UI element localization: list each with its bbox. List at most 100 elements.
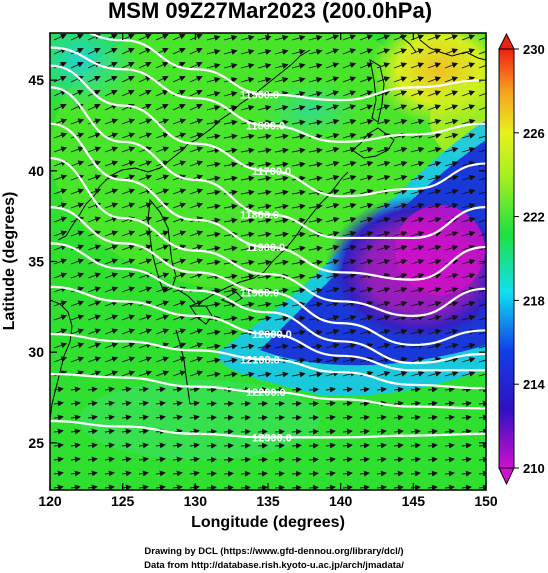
wind-vector <box>393 484 404 490</box>
wind-vector <box>53 314 68 321</box>
wind-vector <box>104 160 119 167</box>
wind-vector <box>461 244 476 251</box>
x-tick-label: 130 <box>184 493 208 509</box>
wind-vector <box>138 386 149 393</box>
wind-vector <box>53 75 67 83</box>
wind-vector <box>274 442 285 449</box>
wind-vector <box>104 300 119 307</box>
wind-vector <box>325 188 340 195</box>
wind-vector <box>291 161 306 168</box>
wind-vector <box>393 370 408 377</box>
wind-vector <box>70 146 85 153</box>
wind-vector <box>291 217 306 224</box>
wind-vector <box>342 160 357 167</box>
wind-vector <box>325 386 336 393</box>
wind-vector <box>444 90 459 97</box>
wind-vector <box>189 484 200 490</box>
wind-vector <box>189 244 204 251</box>
wind-vector <box>274 231 289 238</box>
wind-vector <box>189 47 203 55</box>
wind-vector <box>223 428 234 435</box>
wind-vector <box>138 89 152 97</box>
wind-vector <box>53 244 68 251</box>
wind-vector <box>291 287 306 294</box>
wind-vector <box>206 91 221 97</box>
wind-vector <box>410 90 425 97</box>
wind-vector <box>121 272 136 279</box>
wind-vector <box>70 132 85 139</box>
wind-vector <box>325 132 340 139</box>
wind-vector <box>274 133 289 140</box>
wind-vector <box>223 329 238 336</box>
wind-vector <box>376 34 391 41</box>
wind-vector <box>240 147 255 154</box>
wind-vector <box>376 48 391 55</box>
wind-vector <box>87 132 102 139</box>
wind-vector <box>359 484 370 490</box>
wind-vector <box>410 484 421 490</box>
colorbar-tick-label: 230 <box>523 42 545 57</box>
wind-vector <box>274 470 285 477</box>
wind-vector <box>410 258 425 265</box>
wind-vector <box>87 484 98 490</box>
wind-vector <box>478 230 486 237</box>
wind-vector <box>444 34 459 41</box>
wind-vector <box>461 62 476 69</box>
wind-vector <box>172 160 187 167</box>
wind-vector <box>359 202 374 209</box>
wind-vector <box>206 231 221 238</box>
wind-vector <box>325 118 340 125</box>
wind-vector <box>274 315 289 322</box>
wind-vector <box>393 300 408 307</box>
wind-vector <box>393 216 408 223</box>
wind-vector <box>240 414 251 421</box>
y-tick-label: 45 <box>28 72 44 88</box>
wind-vector <box>444 314 459 321</box>
wind-vector <box>53 400 64 407</box>
wind-vector <box>376 456 387 463</box>
wind-vector <box>325 300 340 307</box>
wind-vector <box>274 456 285 463</box>
wind-vector <box>87 300 102 307</box>
wind-vector <box>274 400 285 407</box>
wind-vector <box>291 203 306 210</box>
wind-vector <box>206 105 221 111</box>
wind-vector <box>325 104 340 111</box>
colorbar-tick-label: 218 <box>523 293 545 308</box>
wind-vector <box>87 146 102 153</box>
wind-vector <box>240 49 255 55</box>
wind-vector <box>444 202 459 209</box>
wind-vector <box>291 442 302 449</box>
wind-vector <box>70 470 81 477</box>
wind-vector <box>257 217 272 224</box>
wind-vector <box>138 286 153 293</box>
wind-vector <box>121 470 132 477</box>
wind-vector <box>138 470 149 477</box>
wind-vector <box>70 33 84 41</box>
wind-vector <box>121 484 132 490</box>
wind-vector <box>427 400 438 407</box>
y-tick-label: 30 <box>28 344 44 360</box>
wind-vector <box>206 357 221 364</box>
wind-vector <box>342 62 357 69</box>
wind-vector <box>308 386 319 393</box>
wind-vector <box>427 146 442 153</box>
wind-vector <box>257 203 272 210</box>
wind-vector <box>53 456 64 463</box>
wind-vector <box>444 456 455 463</box>
colorbar-tick-label: 214 <box>523 377 545 392</box>
wind-vector <box>325 470 336 477</box>
wind-vector <box>376 470 387 477</box>
wind-vector <box>410 76 425 83</box>
wind-vector <box>87 75 101 83</box>
wind-vector <box>138 356 153 363</box>
wind-vector <box>359 456 370 463</box>
wind-vector <box>172 370 187 377</box>
wind-vector <box>342 244 357 251</box>
wind-vector <box>155 89 169 97</box>
wind-vector <box>155 146 170 153</box>
wind-vector <box>104 456 115 463</box>
wind-vector <box>257 456 268 463</box>
wind-vector <box>376 342 391 349</box>
contour-label: 11600.0 <box>246 120 285 132</box>
